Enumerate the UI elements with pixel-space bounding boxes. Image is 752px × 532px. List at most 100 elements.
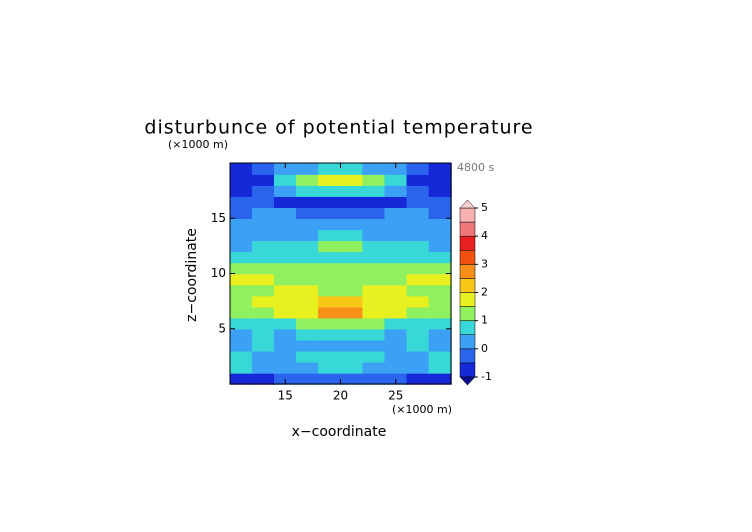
cell — [384, 284, 408, 297]
cell — [428, 206, 452, 219]
cell — [362, 350, 386, 363]
cell — [362, 251, 386, 264]
cell — [273, 284, 298, 297]
cell — [318, 240, 342, 253]
cell — [273, 295, 298, 308]
colorbar-band — [459, 221, 476, 237]
cell — [318, 339, 342, 352]
cell — [406, 339, 430, 352]
cell — [273, 306, 298, 319]
cell — [406, 361, 430, 374]
cell — [340, 328, 364, 341]
cell — [428, 339, 452, 352]
cell — [251, 195, 275, 208]
cell — [296, 251, 320, 264]
cell — [384, 306, 408, 319]
cell — [296, 306, 320, 319]
cell — [362, 284, 386, 297]
cell — [273, 229, 298, 242]
cell — [229, 262, 253, 275]
cell — [406, 328, 430, 341]
cell — [318, 262, 342, 275]
colorbar-band — [459, 292, 476, 307]
cell — [251, 229, 275, 242]
cell — [362, 206, 386, 219]
cell — [318, 317, 342, 330]
cell — [318, 162, 342, 175]
cell — [384, 206, 408, 219]
cell — [406, 295, 430, 308]
cell — [384, 361, 408, 374]
cell — [251, 317, 275, 330]
cell — [273, 184, 298, 197]
cell — [273, 240, 298, 253]
cell — [229, 229, 253, 242]
cell — [362, 262, 386, 275]
cell — [406, 251, 430, 264]
cell — [273, 262, 298, 275]
cell — [251, 262, 275, 275]
cell — [296, 273, 320, 286]
field — [229, 162, 452, 385]
cell — [406, 218, 430, 231]
cell — [428, 328, 452, 341]
cell — [406, 284, 430, 297]
colorbar-band — [459, 278, 476, 293]
cell — [428, 361, 452, 374]
cell — [384, 273, 408, 286]
cell — [251, 284, 275, 297]
cell — [273, 317, 298, 330]
y-tick-label: 15 — [211, 211, 226, 225]
cell — [251, 328, 275, 341]
colorbar-band — [459, 264, 476, 279]
cell — [428, 262, 452, 275]
cell — [340, 306, 364, 319]
cell — [362, 229, 386, 242]
x-tick-label: 20 — [333, 389, 348, 403]
cell — [251, 184, 275, 197]
cell — [384, 295, 408, 308]
cell — [296, 229, 320, 242]
cell — [406, 184, 430, 197]
cell — [428, 162, 452, 175]
cell — [406, 195, 430, 208]
cell — [384, 328, 408, 341]
cell — [406, 173, 430, 186]
x-axis-label: x−coordinate — [292, 424, 387, 440]
cell — [318, 229, 342, 242]
cell — [362, 361, 386, 374]
cell — [340, 350, 364, 363]
cell — [318, 350, 342, 363]
cell — [273, 361, 298, 374]
cell — [362, 295, 386, 308]
cell — [296, 240, 320, 253]
cell — [251, 162, 275, 175]
cell — [318, 361, 342, 374]
cell — [229, 240, 253, 253]
cell — [229, 361, 253, 374]
cell — [362, 173, 386, 186]
cell — [273, 218, 298, 231]
colorbar-over — [459, 199, 476, 209]
chart-title: disturbunce of potential temperature — [144, 117, 533, 139]
x-tick-label: 15 — [278, 389, 293, 403]
cell — [229, 317, 253, 330]
colorbar-tick-label: 0 — [481, 342, 488, 355]
cell — [340, 273, 364, 286]
cell — [296, 339, 320, 352]
cell — [340, 317, 364, 330]
cell — [229, 251, 253, 264]
colorbar-tick-label: 2 — [481, 286, 488, 299]
time-label: 4800 s — [457, 161, 494, 174]
cell — [384, 317, 408, 330]
cell — [362, 195, 386, 208]
cell — [251, 295, 275, 308]
cell — [340, 184, 364, 197]
colorbar-band — [459, 235, 476, 251]
cell — [273, 339, 298, 352]
cell — [428, 350, 452, 363]
colorbar-tick-label: 5 — [481, 201, 488, 214]
cell — [318, 284, 342, 297]
cell — [384, 339, 408, 352]
cell — [251, 372, 275, 385]
